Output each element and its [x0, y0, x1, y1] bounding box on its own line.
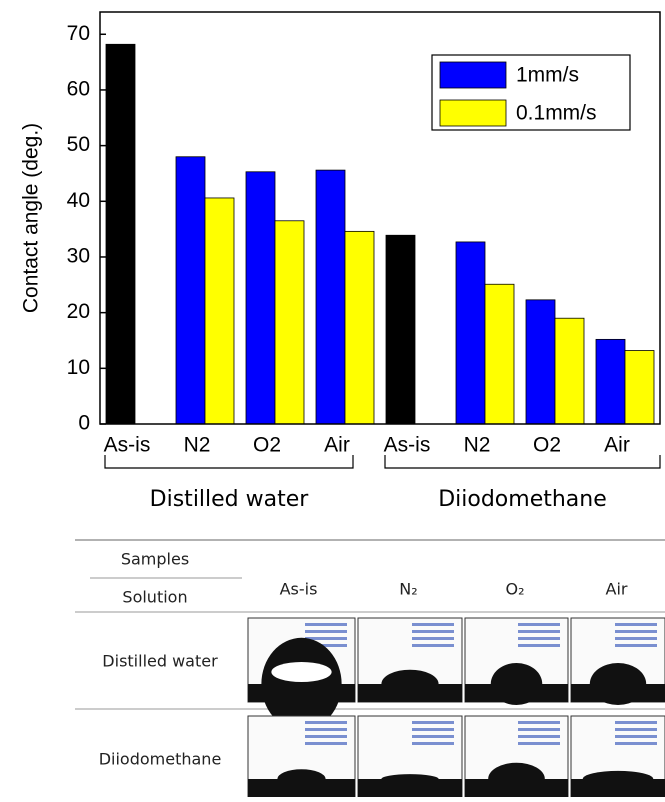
- y-tick-label: 20: [67, 300, 90, 323]
- photo-text: [518, 728, 560, 731]
- photo-text: [305, 637, 347, 640]
- bar: [385, 234, 416, 425]
- x-tick-label: N2: [464, 434, 491, 457]
- bar: [455, 241, 486, 425]
- bar: [344, 230, 375, 425]
- bar: [484, 283, 515, 425]
- photo-text: [412, 637, 454, 640]
- photo-text: [615, 742, 657, 745]
- substrate: [358, 684, 462, 702]
- substrate: [571, 779, 665, 797]
- legend-swatch: [439, 61, 507, 89]
- bar: [204, 197, 235, 425]
- substrate: [465, 684, 568, 702]
- photo-text: [412, 630, 454, 633]
- x-tick-label: O2: [253, 434, 281, 457]
- photo-text: [412, 742, 454, 745]
- photo-text: [518, 623, 560, 626]
- legend-label: 1mm/s: [516, 64, 579, 87]
- photo-text: [615, 623, 657, 626]
- table: Samples Solution As-is N₂ O₂ Air Distilled w…: [75, 539, 665, 798]
- y-tick-label: 40: [67, 189, 90, 212]
- group-bracket: [384, 455, 661, 469]
- bar: [274, 220, 305, 425]
- bar: [175, 156, 206, 425]
- photo-text: [615, 728, 657, 731]
- substrate: [248, 779, 355, 797]
- substrate: [465, 779, 568, 797]
- legend-label: 0.1mm/s: [516, 102, 597, 125]
- bar: [624, 350, 655, 425]
- photo-text: [305, 644, 347, 647]
- photo-text: [305, 623, 347, 626]
- bar: [105, 43, 136, 425]
- photo-text: [412, 721, 454, 724]
- y-tick-label: 60: [67, 77, 90, 100]
- photo-text: [518, 735, 560, 738]
- photo-text: [518, 644, 560, 647]
- bar: [554, 317, 585, 425]
- photo-text: [305, 742, 347, 745]
- table-header: Samples: [121, 550, 189, 569]
- photo-text: [412, 735, 454, 738]
- x-tick-label: As-is: [384, 434, 431, 457]
- photo-text: [615, 735, 657, 738]
- photo-text: [412, 623, 454, 626]
- photo-text: [518, 742, 560, 745]
- y-tick-label: 50: [67, 133, 90, 156]
- photo-text: [615, 721, 657, 724]
- bar: [315, 169, 346, 425]
- photo-text: [518, 630, 560, 633]
- y-axis-label: Contact angle (deg.): [20, 123, 43, 313]
- table-header: As-is: [280, 580, 318, 599]
- photo-text: [305, 721, 347, 724]
- photo-text: [615, 630, 657, 633]
- group-label: Diiodomethane: [438, 487, 607, 512]
- table-header: N₂: [399, 580, 417, 599]
- photo-text: [412, 728, 454, 731]
- legend-swatch: [439, 99, 507, 127]
- x-tick-label: Air: [604, 434, 630, 457]
- photo-text: [615, 644, 657, 647]
- photo-text: [305, 735, 347, 738]
- photo-text: [615, 637, 657, 640]
- x-tick-label: Air: [324, 434, 350, 457]
- substrate: [571, 684, 665, 702]
- photo-text: [518, 637, 560, 640]
- bar: [595, 338, 626, 425]
- table-row-label: Diiodomethane: [99, 750, 222, 769]
- y-tick-label: 0: [78, 412, 90, 435]
- table-header: Solution: [122, 588, 187, 607]
- x-tick-label: O2: [533, 434, 561, 457]
- bar: [245, 171, 276, 425]
- photo-text: [518, 721, 560, 724]
- y-tick-label: 30: [67, 245, 90, 268]
- group-bracket: [104, 455, 354, 469]
- table-header: O₂: [505, 580, 524, 599]
- x-tick-label: N2: [184, 434, 211, 457]
- substrate: [248, 684, 355, 702]
- photo-text: [305, 728, 347, 731]
- y-tick-label: 10: [67, 356, 90, 379]
- photo-text: [305, 630, 347, 633]
- x-tick-label: As-is: [104, 434, 151, 457]
- photo-text: [412, 644, 454, 647]
- bar: [525, 299, 556, 425]
- substrate: [358, 779, 462, 797]
- group-label: Distilled water: [150, 487, 310, 512]
- droplet-glare: [271, 662, 332, 682]
- table-row-label: Distilled water: [102, 652, 218, 671]
- table-header: Air: [606, 580, 628, 599]
- y-tick-label: 70: [67, 22, 90, 45]
- plot-frame: [99, 11, 661, 425]
